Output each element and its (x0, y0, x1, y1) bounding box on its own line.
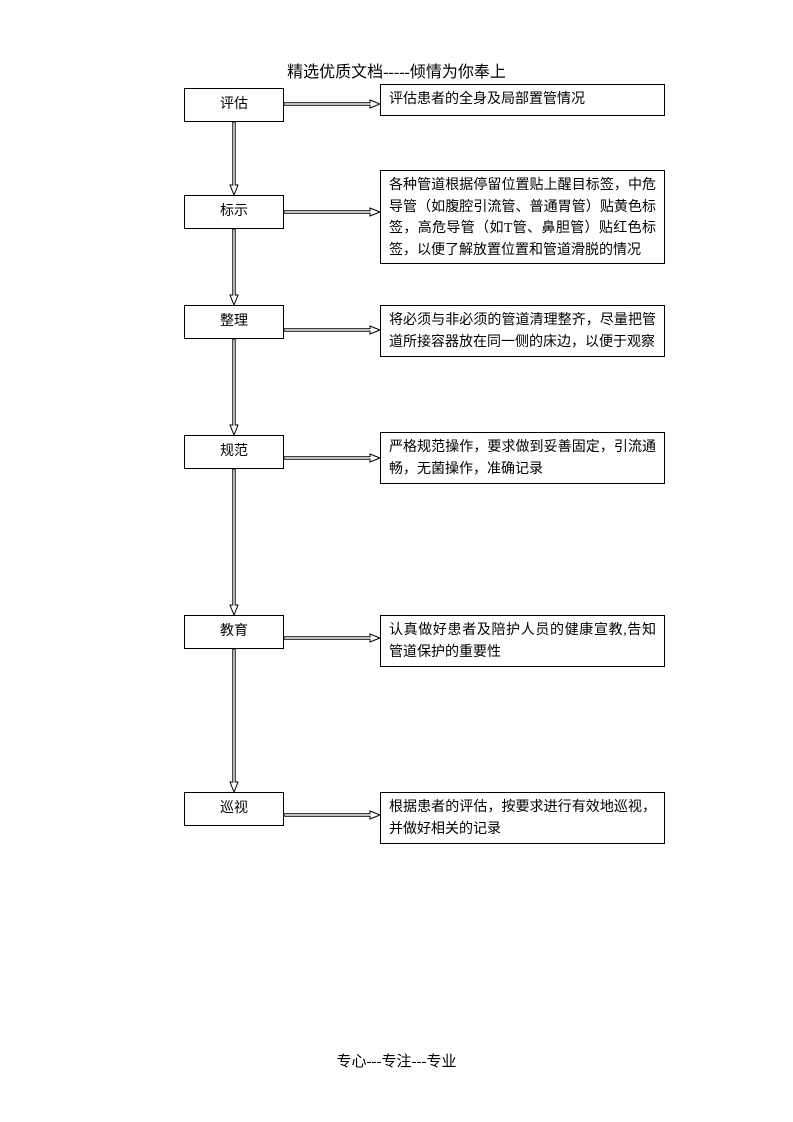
page-header: 精选优质文档-----倾情为你奉上 (0, 58, 793, 82)
flow-desc-n3: 将必须与非必须的管道清理整齐，尽量把管道所接容器放在同一侧的床边，以便于观察 (380, 305, 665, 357)
flow-node-n6: 巡视 (184, 792, 284, 826)
flow-desc-text: 将必须与非必须的管道清理整齐，尽量把管道所接容器放在同一侧的床边，以便于观察 (389, 310, 656, 353)
flow-desc-text: 根据患者的评估，按要求进行有效地巡视，并做好相关的记录 (389, 797, 656, 840)
flow-desc-text: 认真做好患者及陪护人员的健康宣教,告知管道保护的重要性 (389, 620, 656, 663)
flow-node-label: 教育 (220, 621, 248, 643)
flow-node-n5: 教育 (184, 615, 284, 649)
flow-node-n3: 整理 (184, 305, 284, 339)
flow-desc-n5: 认真做好患者及陪护人员的健康宣教,告知管道保护的重要性 (380, 615, 665, 667)
flow-node-label: 评估 (220, 94, 248, 116)
flow-desc-n2: 各种管道根据停留位置贴上醒目标签，中危导管（如腹腔引流管、普通胃管）贴黄色标签，… (380, 170, 665, 264)
flow-desc-n1: 评估患者的全身及局部置管情况 (380, 84, 665, 116)
flow-node-n4: 规范 (184, 435, 284, 469)
flow-node-n2: 标示 (184, 195, 284, 229)
flow-node-label: 标示 (220, 201, 248, 223)
flow-desc-text: 各种管道根据停留位置贴上醒目标签，中危导管（如腹腔引流管、普通胃管）贴黄色标签，… (389, 175, 656, 262)
flow-node-label: 整理 (220, 311, 248, 333)
flow-node-label: 规范 (220, 441, 248, 463)
flowchart-canvas: 评估 评估患者的全身及局部置管情况标示 各种管道根据停留位置贴上醒目标签，中危导管（… (0, 80, 793, 980)
flow-desc-n6: 根据患者的评估，按要求进行有效地巡视，并做好相关的记录 (380, 792, 665, 844)
flow-desc-n4: 严格规范操作，要求做到妥善固定，引流通畅，无菌操作，准确记录 (380, 432, 665, 484)
flow-node-n1: 评估 (184, 88, 284, 122)
page-footer: 专心---专注---专业 (0, 1050, 793, 1071)
flow-desc-text: 严格规范操作，要求做到妥善固定，引流通畅，无菌操作，准确记录 (389, 437, 656, 480)
flow-desc-text: 评估患者的全身及局部置管情况 (389, 89, 585, 111)
flow-node-label: 巡视 (220, 798, 248, 820)
